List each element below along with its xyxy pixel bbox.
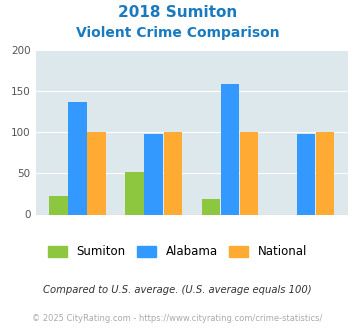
Bar xyxy=(125,172,144,215)
Legend: Sumiton, Alabama, National: Sumiton, Alabama, National xyxy=(43,241,312,263)
Text: Violent Crime Comparison: Violent Crime Comparison xyxy=(76,26,279,40)
Text: 2018 Sumiton: 2018 Sumiton xyxy=(118,5,237,20)
Bar xyxy=(144,134,163,214)
Bar xyxy=(49,196,67,214)
Bar xyxy=(316,132,334,214)
Bar xyxy=(297,135,315,214)
Bar xyxy=(240,132,258,214)
Text: © 2025 CityRating.com - https://www.cityrating.com/crime-statistics/: © 2025 CityRating.com - https://www.city… xyxy=(32,314,323,323)
Bar xyxy=(68,102,87,214)
Bar xyxy=(221,84,239,214)
Bar xyxy=(87,132,105,214)
Text: Compared to U.S. average. (U.S. average equals 100): Compared to U.S. average. (U.S. average … xyxy=(43,285,312,295)
Bar xyxy=(202,199,220,214)
Bar xyxy=(164,132,182,214)
